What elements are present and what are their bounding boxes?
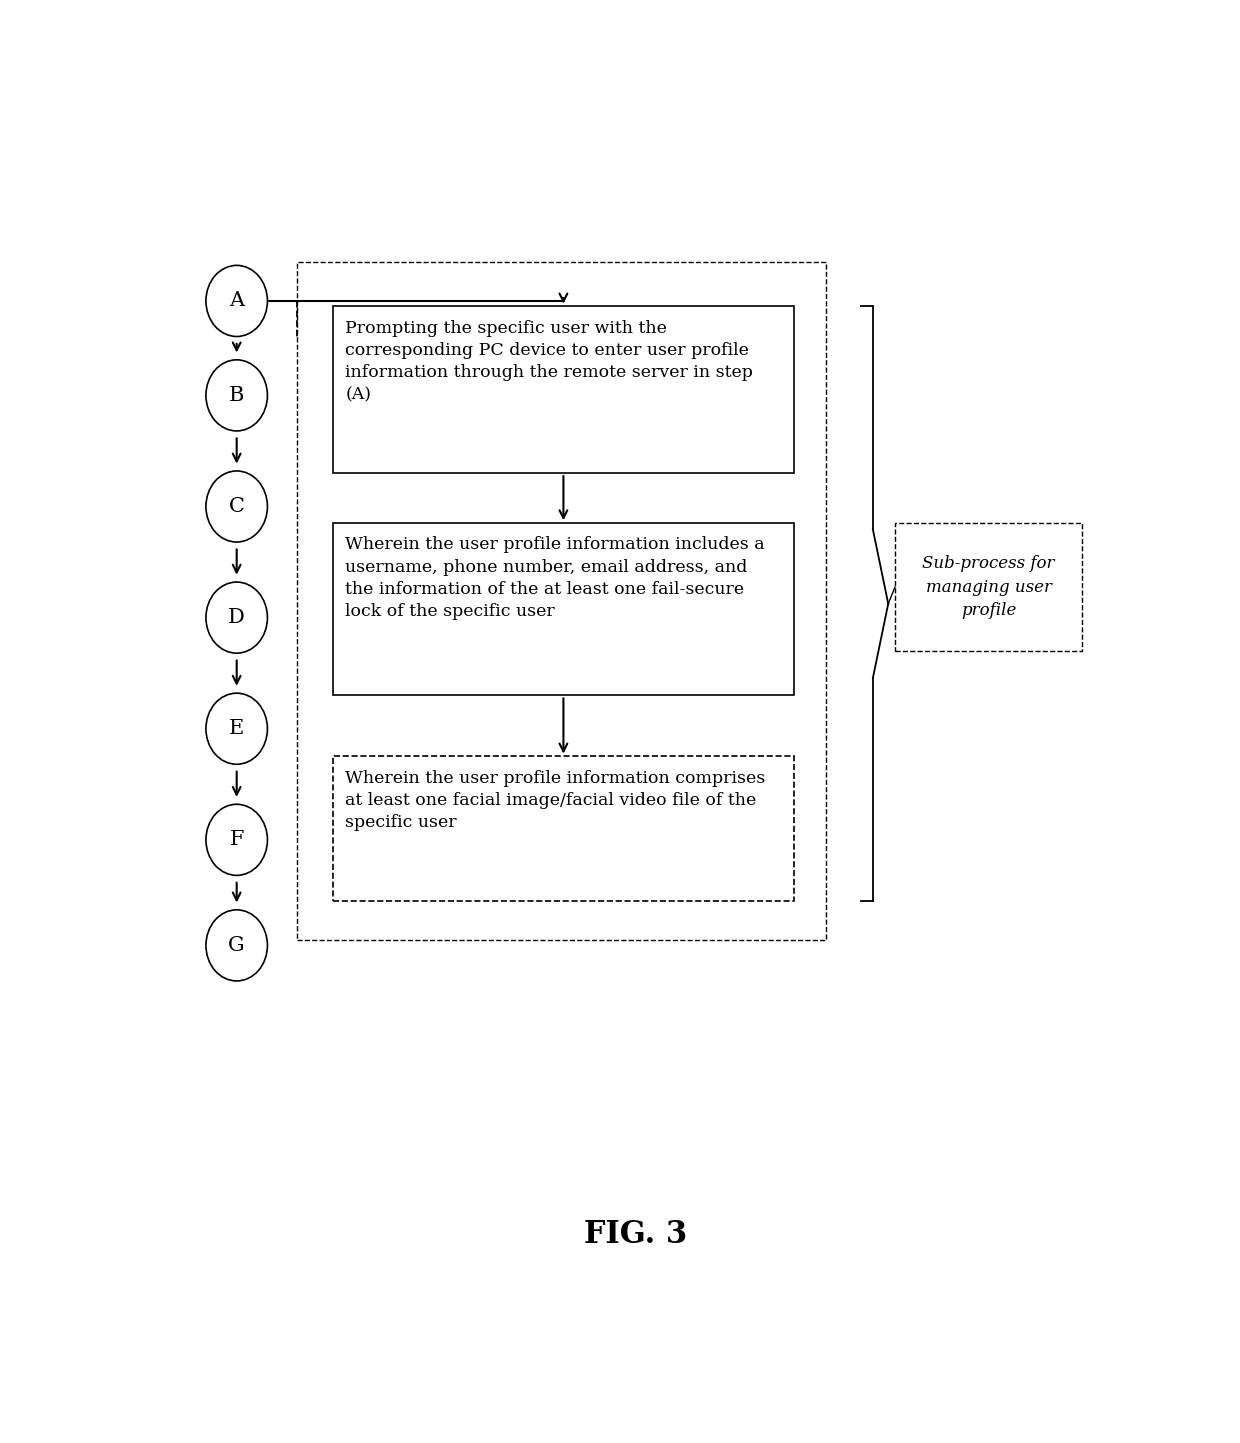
Circle shape — [206, 693, 268, 765]
Text: G: G — [228, 937, 246, 955]
Text: Sub-process for
managing user
profile: Sub-process for managing user profile — [923, 556, 1055, 619]
Text: FIG. 3: FIG. 3 — [584, 1219, 687, 1250]
Bar — [895, 524, 1083, 651]
Circle shape — [206, 266, 268, 336]
Circle shape — [206, 470, 268, 543]
Text: C: C — [228, 496, 244, 517]
Text: B: B — [229, 385, 244, 405]
Text: E: E — [229, 719, 244, 739]
Circle shape — [206, 911, 268, 981]
Bar — [332, 524, 794, 696]
Text: Wherein the user profile information comprises
at least one facial image/facial : Wherein the user profile information com… — [345, 769, 765, 831]
Circle shape — [206, 804, 268, 876]
Circle shape — [206, 582, 268, 654]
Bar — [332, 756, 794, 900]
Circle shape — [206, 359, 268, 431]
Text: A: A — [229, 291, 244, 310]
Bar — [298, 263, 826, 939]
Text: Wherein the user profile information includes a
username, phone number, email ad: Wherein the user profile information inc… — [345, 537, 765, 620]
Text: F: F — [229, 830, 244, 850]
Text: D: D — [228, 608, 246, 628]
Bar — [332, 306, 794, 473]
Text: Prompting the specific user with the
corresponding PC device to enter user profi: Prompting the specific user with the cor… — [345, 320, 753, 404]
